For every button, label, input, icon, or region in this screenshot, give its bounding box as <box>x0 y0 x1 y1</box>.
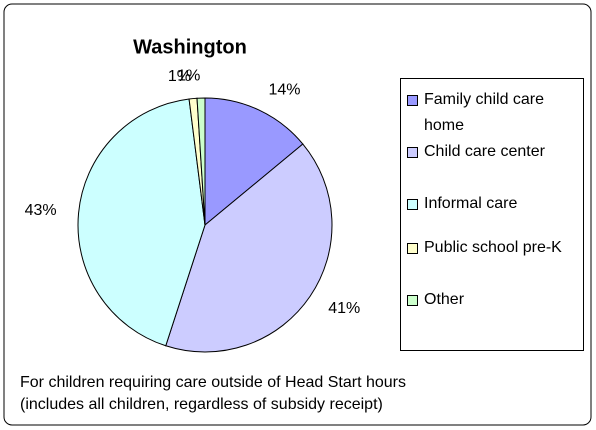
data-label: 43% <box>25 202 57 219</box>
legend-swatch <box>407 295 418 306</box>
pie-slice <box>77 98 206 347</box>
legend-entry: Other <box>407 287 579 313</box>
pie-slice <box>196 97 206 226</box>
legend-label: Informal care <box>424 195 518 212</box>
pie-slice <box>165 143 333 353</box>
data-label: 41% <box>328 300 360 317</box>
data-label: 1% <box>177 67 200 84</box>
legend-swatch <box>407 199 418 210</box>
legend: Family child care home Child care center I… <box>400 78 584 351</box>
note: (includes all children, regardless of su… <box>20 396 383 413</box>
data-label: 14% <box>268 81 300 98</box>
legend-entry: Child care center <box>407 139 579 165</box>
legend-label: Child care center <box>424 143 545 160</box>
data-label: 1% <box>168 68 191 85</box>
legend-entry: Informal care <box>407 191 579 217</box>
legend-swatch <box>407 147 418 158</box>
chart-title: Washington <box>133 36 247 58</box>
note: For children requiring care outside of H… <box>20 374 406 391</box>
legend-swatch <box>407 95 418 106</box>
legend-entry: Public school pre-K <box>407 235 579 261</box>
legend-entry: Family child care home <box>407 87 579 139</box>
legend-label: Public school pre-K <box>424 239 562 256</box>
pie-slice <box>204 97 304 227</box>
legend-label: Family child care home <box>424 91 545 134</box>
legend-label: Other <box>424 291 465 308</box>
legend-swatch <box>407 243 418 254</box>
